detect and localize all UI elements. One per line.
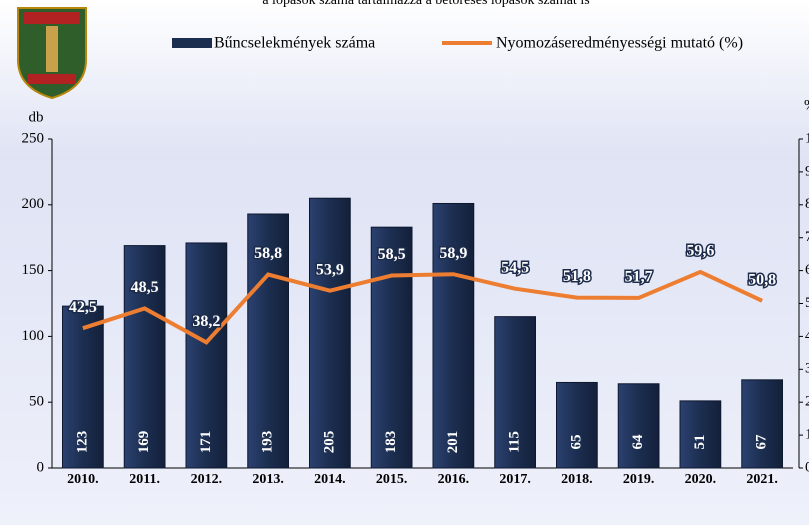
bar (61, 305, 104, 469)
subtitle: a lopások száma tartalmazza a betöréses … (262, 0, 589, 8)
line-label: 42,5 (69, 299, 97, 316)
y2-axis-label: % (804, 97, 809, 113)
line-label: 59,6 (686, 243, 714, 260)
y2-tick-label: 100 (805, 130, 809, 146)
logo (17, 7, 87, 100)
x-tick-label: 2012. (191, 472, 223, 487)
bar-label: 115 (507, 431, 523, 453)
y-tick-label: 250 (22, 130, 45, 146)
bar (308, 197, 351, 469)
x-tick-label: 2010. (67, 472, 99, 487)
y2-tick-label: 30 (805, 361, 809, 377)
bar-label: 64 (630, 434, 646, 450)
line-label: 53,9 (316, 261, 344, 278)
y2-tick-label: 20 (805, 394, 809, 410)
y2-tick-label: 40 (805, 328, 809, 344)
y-tick-label: 150 (22, 262, 45, 278)
y-tick-label: 200 (22, 196, 45, 212)
legend: Bűncselekmények száma Nyomozáseredményess… (172, 35, 743, 52)
x-tick-label: 2020. (685, 472, 717, 487)
bar (432, 202, 475, 469)
x-tick-label: 2018. (561, 472, 593, 487)
line-label: 48,5 (131, 279, 159, 296)
y2-tick-label: 60 (805, 262, 809, 278)
line-label: 58,5 (378, 246, 406, 263)
bar-label: 201 (445, 431, 461, 454)
legend-swatch (172, 38, 212, 48)
y2-tick-label: 50 (805, 295, 809, 311)
y-tick-label: 100 (22, 328, 45, 344)
bar (679, 400, 722, 469)
y2-tick-label: 0 (805, 459, 809, 475)
bar (494, 316, 537, 469)
x-tick-label: 2011. (129, 472, 160, 487)
bar-label: 65 (568, 435, 584, 450)
bar-label: 169 (136, 431, 152, 454)
y2-tick-label: 10 (805, 427, 809, 443)
x-tick-label: 2017. (499, 472, 531, 487)
line-label: 51,7 (625, 269, 653, 286)
bar-label: 51 (692, 435, 708, 450)
line (82, 269, 763, 345)
bar (247, 213, 290, 469)
y2-tick-label: 90 (805, 163, 809, 179)
x-tick-label: 2019. (623, 472, 655, 487)
line-label: 54,5 (501, 259, 529, 276)
y-tick-label: 50 (29, 394, 44, 410)
bar-label: 171 (198, 431, 214, 454)
y2-tick-label: 80 (805, 196, 809, 212)
x-tick-label: 2015. (376, 472, 408, 487)
line-label: 51,8 (563, 268, 591, 285)
y-axis-label: db (29, 109, 44, 125)
legend-label: Nyomozáseredményességi mutató (%) (496, 35, 743, 52)
line-label: 58,9 (439, 245, 467, 262)
bar-label: 205 (321, 431, 337, 454)
line-label: 38,2 (192, 313, 220, 330)
x-tick-label: 2013. (252, 472, 284, 487)
y2-tick-label: 70 (805, 229, 809, 245)
bar (741, 379, 784, 469)
x-tick-label: 2014. (314, 472, 346, 487)
line-label: 58,8 (254, 245, 282, 262)
legend-label: Bűncselekmények száma (214, 35, 375, 52)
bar (370, 226, 413, 469)
bar (123, 245, 166, 469)
bar-label: 67 (754, 434, 770, 450)
bar (617, 383, 660, 469)
y-tick-label: 0 (37, 459, 45, 475)
bar-label: 193 (260, 431, 276, 454)
bar (555, 381, 598, 469)
bar-label: 183 (383, 431, 399, 454)
bar (185, 242, 228, 469)
x-tick-label: 2016. (438, 472, 470, 487)
line-label: 50,8 (748, 272, 776, 289)
x-tick-label: 2021. (746, 472, 778, 487)
bar-label: 123 (74, 431, 90, 454)
